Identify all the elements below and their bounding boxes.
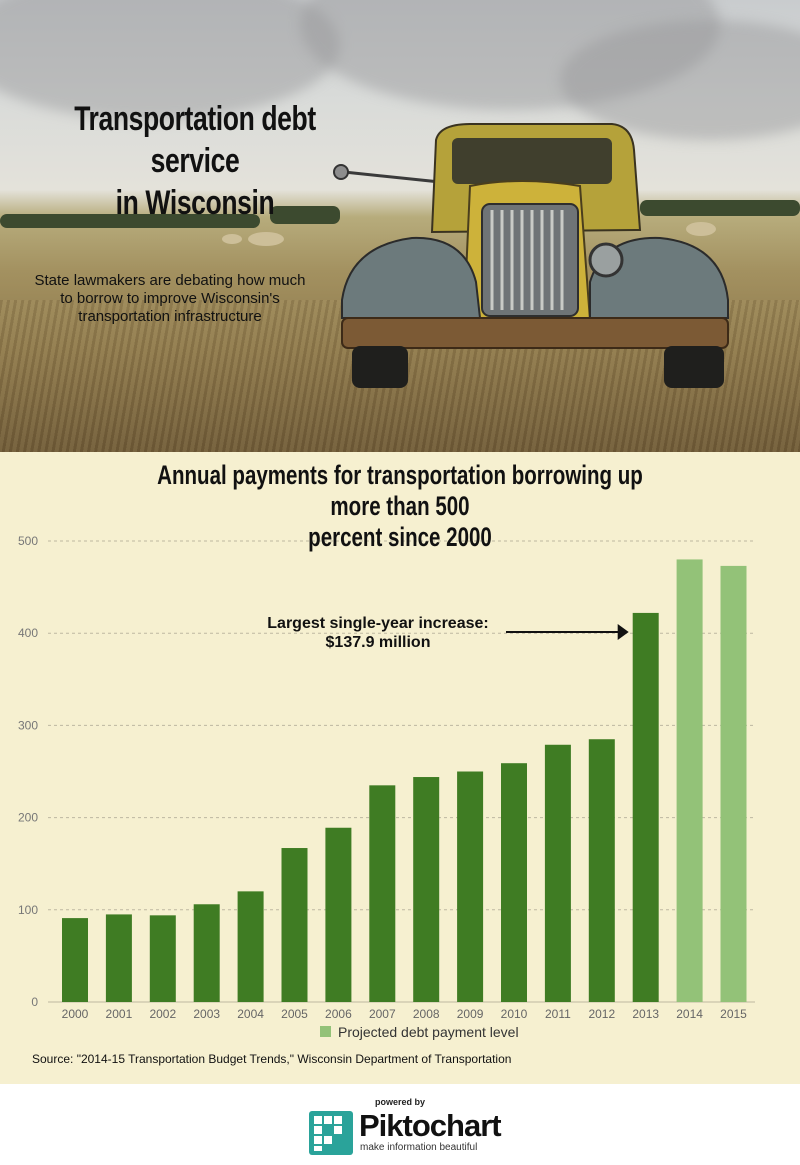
y-tick-label: 400 <box>18 626 38 640</box>
bar <box>544 744 571 1002</box>
x-tick-label: 2011 <box>545 1007 571 1021</box>
bar <box>676 559 703 1002</box>
bar <box>720 565 747 1002</box>
bar <box>457 771 484 1002</box>
x-tick-label: 2000 <box>62 1007 89 1021</box>
bar <box>149 915 176 1002</box>
y-tick-label: 300 <box>18 718 38 732</box>
bar <box>632 612 659 1002</box>
hero-subtitle: State lawmakers are debating how much to… <box>34 272 306 325</box>
chart-title: Annual payments for transportation borro… <box>157 460 643 552</box>
bar <box>413 777 440 1002</box>
bar <box>588 739 615 1002</box>
chart-section: 0 100 200 300 400 500 2000 2001 2002 2003 2004 2005… <box>0 452 800 1084</box>
x-tick-label: 2010 <box>501 1007 528 1021</box>
piktochart-brand[interactable]: Piktochart <box>359 1108 502 1143</box>
source-note: Source: "2014-15 Transportation Budget T… <box>32 1052 512 1066</box>
bar <box>369 785 396 1002</box>
piktochart-logo-icon[interactable] <box>309 1111 353 1155</box>
y-tick-label: 0 <box>31 995 38 1009</box>
legend-swatch <box>320 1026 331 1037</box>
bar <box>105 914 132 1002</box>
annotation-line2: $137.9 million <box>326 634 431 651</box>
powered-by-label: powered by <box>374 1097 425 1107</box>
x-tick-label: 2005 <box>281 1007 308 1021</box>
x-tick-label: 2012 <box>588 1007 615 1021</box>
bar <box>281 848 308 1002</box>
annotation-arrowhead <box>617 624 629 640</box>
x-tick-label: 2006 <box>325 1007 352 1021</box>
y-tick-label: 100 <box>18 903 38 917</box>
hero-title: Transportation debt service in Wisconsin <box>74 100 316 222</box>
bar <box>325 827 352 1002</box>
x-tick-label: 2003 <box>193 1007 220 1021</box>
bar <box>237 891 264 1002</box>
hero-photo: Transportation debt service in Wisconsin… <box>0 0 800 452</box>
x-tick-label: 2014 <box>676 1007 703 1021</box>
footer: powered by Piktochart make information b… <box>0 1084 800 1165</box>
legend-label: Projected debt payment level <box>338 1024 519 1040</box>
bar-chart: 0 100 200 300 400 500 2000 2001 2002 2003 2004 2005… <box>18 534 755 1040</box>
bar <box>62 918 88 1002</box>
x-tick-label: 2007 <box>369 1007 396 1021</box>
x-tick-label: 2009 <box>457 1007 484 1021</box>
x-tick-label: 2008 <box>413 1007 440 1021</box>
bar <box>501 763 527 1002</box>
annotation-line1: Largest single-year increase: <box>267 615 488 632</box>
x-tick-label: 2015 <box>720 1007 747 1021</box>
bar <box>193 904 220 1002</box>
x-tick-label: 2004 <box>237 1007 264 1021</box>
old-truck-image <box>333 123 729 388</box>
y-tick-label: 500 <box>18 534 38 548</box>
x-tick-label: 2002 <box>149 1007 176 1021</box>
x-tick-label: 2013 <box>632 1007 659 1021</box>
piktochart-tagline: make information beautiful <box>360 1142 478 1153</box>
x-tick-label: 2001 <box>106 1007 133 1021</box>
y-tick-label: 200 <box>18 811 38 825</box>
